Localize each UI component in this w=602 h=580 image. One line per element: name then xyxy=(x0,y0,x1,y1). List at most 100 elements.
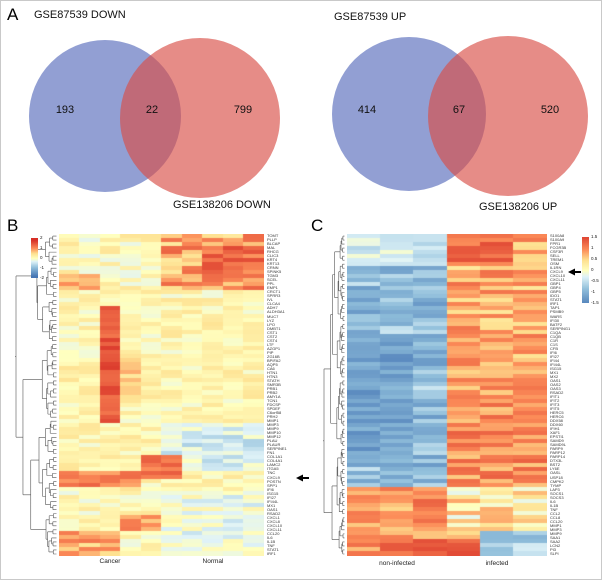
gene-row-label: LCN2 xyxy=(550,542,561,548)
venn-up-left-count: 414 xyxy=(358,104,376,116)
gene-row-label: BLCAP xyxy=(267,241,281,247)
gene-row-label: AZGP1 xyxy=(267,345,281,351)
gene-row-label: CXCL9 xyxy=(550,269,563,275)
gene-row-label: FDCSP xyxy=(267,402,281,408)
gene-row-label: TAP1 xyxy=(550,305,560,311)
gene-row-label: RSAD2 xyxy=(267,510,281,516)
gene-row-label: TNC xyxy=(267,470,276,476)
gene-row-label: OSM xyxy=(550,261,560,267)
gene-row-label: IFIH1 xyxy=(550,426,560,432)
gene-row-label: COL4A1 xyxy=(267,458,283,464)
panel-a-label: A xyxy=(7,5,19,24)
gene-row-label: OASL xyxy=(550,470,561,476)
heatmap-c-row-labels: S100A8 S100A9 FPR1 FCGR3B CSF3R SELL TREM1 OSM I… xyxy=(550,234,582,556)
gene-row-label: MMP1 xyxy=(550,522,562,528)
gene-row-label: DMBT1 xyxy=(267,325,281,331)
gene-row-label: WARS xyxy=(550,313,562,319)
gene-row-label: AMY1A xyxy=(267,394,281,399)
gene-row-label: PARP14 xyxy=(550,454,566,460)
gene-row-label: LTF xyxy=(267,341,274,347)
gene-row-label: MMP1 xyxy=(267,418,279,424)
gene-row-label: FCGR3B xyxy=(550,245,567,251)
gene-row-label: CRCT1 xyxy=(267,289,281,295)
gene-row-label: MX2 xyxy=(550,373,559,379)
gene-row-label: CXCL11 xyxy=(550,277,565,283)
dendrogram-tree xyxy=(15,235,57,555)
gene-row-label: SAMD9 xyxy=(550,438,564,444)
gene-row-label: DTX3L xyxy=(550,458,563,464)
gene-row-label: IFIT3 xyxy=(550,402,560,408)
venn-down-left-count: 193 xyxy=(56,104,74,116)
heatmap-b-row-labels: TOMT PLLP BLCAP MAL RHCG CLIC3 KRT4 KRT13 CRNN SP… xyxy=(267,234,301,556)
gene-row-label: CXCL8 xyxy=(267,518,280,524)
gene-row-label: MMP10 xyxy=(267,430,281,436)
gene-row-label: TNF xyxy=(267,542,275,548)
gene-row-label: ITGA5 xyxy=(267,466,279,472)
gene-row-label: IFI44L xyxy=(267,498,279,504)
gene-row-label: PRB1 xyxy=(267,385,278,391)
gene-row-label: SAA1 xyxy=(550,534,561,540)
legend-tick-label: 1 xyxy=(591,245,594,250)
gene-row-label: MMP12 xyxy=(267,434,281,440)
gene-row-label: CCL20 xyxy=(550,518,563,524)
panel-c-label: C xyxy=(311,216,324,235)
gene-row-label: HERC6 xyxy=(550,414,564,420)
gene-row-label: STAT1 xyxy=(550,297,562,303)
gene-row-label: IFIT2 xyxy=(550,398,560,404)
gene-row-label: TNF xyxy=(550,506,558,512)
gene-row-label: PRH2 xyxy=(267,414,278,420)
gene-row-label: FPR1 xyxy=(550,241,561,247)
gene-row-label: CXCL11 xyxy=(267,526,282,532)
gene-row-label: OAS2 xyxy=(550,381,561,387)
gene-row-label: AQP5 xyxy=(267,361,278,367)
gene-row-label: DDX60 xyxy=(550,422,563,428)
gene-row-label: POSTN xyxy=(267,478,281,484)
gene-row-label: IFI30 xyxy=(550,317,560,323)
gene-row-label: CXCL9 xyxy=(267,474,280,480)
gene-row-label: IL1B xyxy=(267,538,276,544)
gene-row-label: CCL20 xyxy=(267,530,280,536)
gene-row-label: STATH xyxy=(267,377,280,383)
legend-tick-label: 0 xyxy=(591,267,594,272)
legend-tick-label: 0.5 xyxy=(591,256,598,261)
legend-tick-label: 2 xyxy=(40,235,43,240)
gene-row-label: CA6 xyxy=(267,365,275,371)
legend-tick-label: -2 xyxy=(40,275,45,280)
legend-tick-label: 0 xyxy=(40,255,43,260)
gene-row-label: KRT13 xyxy=(267,261,280,267)
legend-tick-label: -0.5 xyxy=(591,278,599,283)
venn-down-right-count: 799 xyxy=(234,104,252,116)
venn-up-right-count: 520 xyxy=(541,104,559,116)
gene-row-label: USP18 xyxy=(550,474,563,480)
gene-row-label: IDO1 xyxy=(550,293,560,299)
venn-panel: GSE87539 DOWN GSE138206 DOWN 193 22 799 … xyxy=(29,9,588,213)
gene-row-label: SERPING1 xyxy=(550,325,571,331)
gene-row-label: IFI44 xyxy=(550,357,560,363)
gene-row-label: CXCL10 xyxy=(550,273,566,279)
gene-row-label: MX1 xyxy=(550,369,559,375)
gene-row-label: PLAU xyxy=(267,438,278,444)
gene-row-label: STAT1 xyxy=(267,546,279,552)
gene-row-label: GBP4 xyxy=(550,285,561,291)
gene-row-label: IFI27 xyxy=(550,353,560,359)
gene-row-label: PARP12 xyxy=(550,450,566,456)
heatmap-b-legend-colorbar xyxy=(31,238,38,278)
gene-row-label: TYMP xyxy=(550,482,562,488)
gene-row-label: IL6 xyxy=(550,498,556,504)
gene-row-label: FN1 xyxy=(267,450,275,456)
gene-row-label: CFB xyxy=(550,345,558,351)
gene-row-label: SOCS1 xyxy=(550,490,564,496)
gene-row-label: MUC7 xyxy=(267,313,279,319)
gene-row-label: SPDEF xyxy=(267,406,281,412)
gene-row-label: PARP9 xyxy=(550,446,563,452)
gene-row-label: LAMC2 xyxy=(267,462,281,468)
gene-row-label: C1R xyxy=(550,337,559,343)
gene-row-label: CST2 xyxy=(267,333,278,339)
gene-row-label: IFI27 xyxy=(267,494,277,500)
gene-row-label: LAP3 xyxy=(550,486,560,492)
heatmap-c-row-dendrogram xyxy=(323,235,345,555)
gene-row-label: PSMB9 xyxy=(550,309,564,315)
gene-row-label: TGM3 xyxy=(267,273,279,279)
legend-tick-label: -1 xyxy=(40,265,45,270)
